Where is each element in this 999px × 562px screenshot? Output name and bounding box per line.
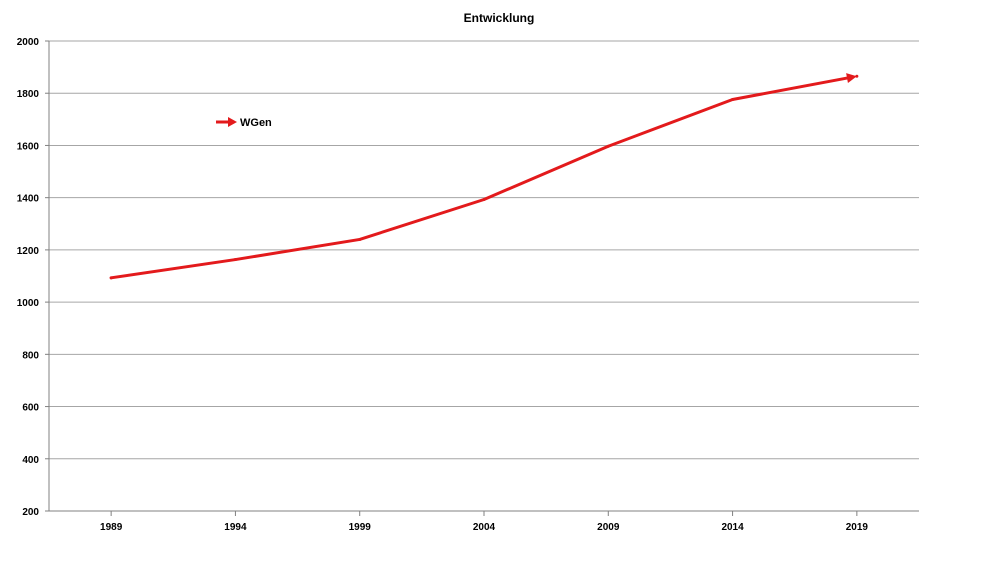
data-point-2014: [731, 97, 735, 101]
x-tick-label-2004: 2004: [473, 522, 496, 533]
series-line-WGen: [109, 76, 849, 280]
x-tick-label-1989: 1989: [100, 522, 123, 533]
x-tick-label-1994: 1994: [224, 522, 247, 533]
gridlines: [49, 40, 919, 460]
y-tick-label-2000: 2000: [17, 37, 40, 48]
y-tick-label-1600: 1600: [17, 141, 40, 152]
y-tick-label-200: 200: [22, 507, 39, 518]
data-point-1989: [109, 276, 113, 280]
series-group: [109, 73, 859, 280]
y-tick-label-1400: 1400: [17, 194, 40, 205]
y-tick-label-800: 800: [22, 350, 39, 361]
data-point-2019: [855, 74, 859, 78]
tick-labels: 200 400 600 800 1000 1200 1400 1600 1800 2000 1989…: [17, 37, 869, 533]
legend: WGen: [216, 117, 272, 129]
y-tick-label-600: 600: [22, 403, 39, 414]
x-tick-label-2009: 2009: [597, 522, 620, 533]
x-tick-label-2014: 2014: [721, 522, 744, 533]
y-tick-label-400: 400: [22, 455, 39, 466]
data-point-1999: [358, 237, 362, 241]
x-tick-label-2019: 2019: [846, 522, 869, 533]
data-point-2004: [482, 197, 486, 201]
legend-label: WGen: [240, 117, 272, 129]
series-arrowhead-icon: [846, 73, 857, 84]
axes: [45, 40, 919, 516]
data-point-1994: [233, 258, 237, 262]
chart-title: Entwicklung: [464, 11, 535, 25]
y-tick-label-1000: 1000: [17, 298, 40, 309]
data-point-2009: [606, 144, 610, 148]
y-tick-label-1800: 1800: [17, 89, 40, 100]
y-tick-label-1200: 1200: [17, 246, 40, 257]
x-tick-label-1999: 1999: [349, 522, 372, 533]
legend-arrow-icon: [228, 117, 237, 127]
